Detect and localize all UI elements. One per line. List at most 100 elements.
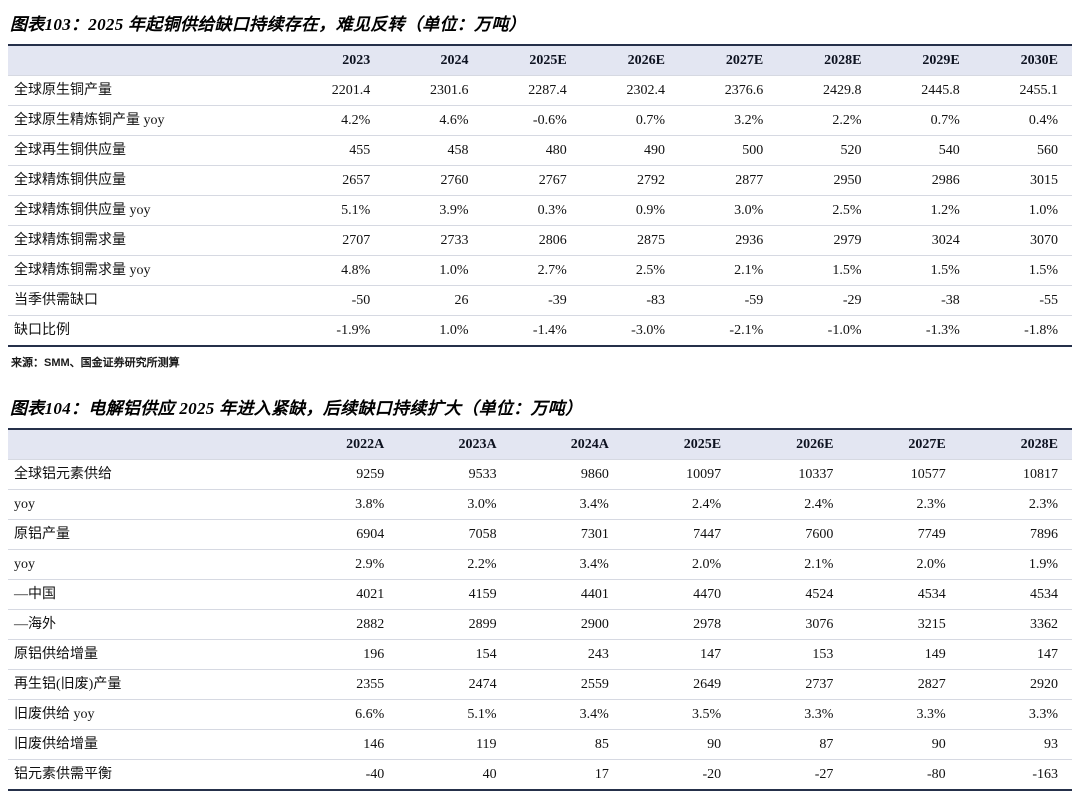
cell-value: 2.5% — [777, 195, 876, 226]
cell-value: 0.4% — [973, 105, 1072, 136]
table-row: yoy 2.9% 2.2% 3.4% 2.0% 2.1% 2.0% 1.9% — [8, 549, 1072, 580]
row-label-header — [8, 429, 286, 460]
cell-value: 3.3% — [959, 699, 1072, 730]
cell-value: 9259 — [286, 459, 399, 490]
cell-value: 5.1% — [398, 699, 511, 730]
cell-value: -59 — [679, 285, 778, 316]
cell-value: 2900 — [510, 609, 623, 640]
cell-value: 1.2% — [875, 195, 974, 226]
cell-value: 2287.4 — [482, 75, 581, 106]
cell-value: 3.0% — [679, 195, 778, 226]
cell-value: 0.3% — [482, 195, 581, 226]
cell-value: 10337 — [735, 459, 848, 490]
cell-value: 147 — [622, 639, 736, 670]
cell-value: 2792 — [580, 165, 679, 196]
cell-value: 2376.6 — [679, 75, 778, 106]
cell-value: 0.7% — [875, 105, 974, 136]
row-label: 当季供需缺口 — [8, 285, 286, 316]
cell-value: 6904 — [286, 519, 399, 550]
cell-value: -40 — [365, 767, 385, 782]
cell-value: 2657 — [286, 165, 385, 196]
cell-value: 4.8% — [286, 255, 385, 286]
cell-value: 2882 — [286, 609, 399, 640]
cell-value: 0.7% — [580, 105, 679, 136]
cell-value: 3.3% — [735, 699, 848, 730]
year-column-header: 2026E — [580, 45, 679, 76]
cell-value: 2649 — [622, 669, 736, 700]
cell-value: 2474 — [398, 669, 511, 700]
year-column-header: 2027E — [847, 429, 960, 460]
cell-value: 3.9% — [384, 195, 483, 226]
cell-value: 10097 — [622, 459, 736, 490]
table-row: 全球精炼铜需求量 yoy 4.8% 1.0% 2.7% 2.5% 2.1% 1.5% 1.5%… — [8, 255, 1072, 286]
cell-value: 90 — [847, 729, 960, 760]
table-row: 全球原生铜产量 2201.4 2301.6 2287.4 2302.4 2376.6 242… — [8, 75, 1072, 106]
row-label: yoy — [8, 549, 286, 580]
cell-value: 243 — [510, 639, 623, 670]
cell-value: 26 — [384, 285, 483, 316]
cell-value: 9860 — [510, 459, 623, 490]
cell-value: 2455.1 — [973, 75, 1072, 106]
cell-value: 7896 — [959, 519, 1072, 550]
table-row: 旧废供给 yoy 6.6% 5.1% 3.4% 3.5% 3.3% 3.3% 3.3% — [8, 699, 1072, 730]
year-column-header: 2024A — [510, 429, 623, 460]
cell-value: 3.4% — [510, 489, 623, 520]
cell-value: 10577 — [847, 459, 960, 490]
cell-value: -1.9% — [336, 323, 371, 338]
cell-value: 2978 — [622, 609, 736, 640]
cell-value: 90 — [622, 729, 736, 760]
cell-value: 7749 — [847, 519, 960, 550]
year-column-header: 2023A — [398, 429, 511, 460]
year-column-header: 2026E — [735, 429, 848, 460]
cell-value: 2737 — [735, 669, 848, 700]
table-row: 旧废供给增量 146 119 85 90 87 90 93 — [8, 729, 1072, 760]
row-label-header — [8, 45, 286, 76]
cell-value: 490 — [580, 135, 679, 166]
table-row: 原铝供给增量 196 154 243 147 153 149 147 — [8, 639, 1072, 670]
table-row: 再生铝(旧废)产量 2355 2474 2559 2649 2737 2827 2920 — [8, 669, 1072, 700]
cell-value: -83 — [580, 285, 679, 316]
cell-value: 2.0% — [847, 549, 960, 580]
cell-value: 2.0% — [622, 549, 736, 580]
cell-value: 458 — [384, 135, 483, 166]
cell-value: 1.5% — [875, 255, 974, 286]
table-row: 全球精炼铜供应量 2657 2760 2767 2792 2877 2950 2986 3015 — [8, 165, 1072, 196]
cell-value: 17 — [594, 767, 609, 782]
cell-value: 500 — [679, 135, 778, 166]
row-label: 再生铝(旧废)产量 — [8, 669, 286, 700]
cell-value: -1.4% — [532, 323, 567, 338]
cell-value: 146 — [286, 729, 399, 760]
row-label: 铝元素供需平衡 — [14, 767, 112, 782]
cell-value: 5.1% — [286, 195, 385, 226]
cell-value: -1.3% — [925, 323, 960, 338]
table-header-row: 2023 2024 2025E 2026E 2027E 2028E 2029E 2030E — [8, 45, 1072, 76]
cell-value: -29 — [777, 285, 876, 316]
table-row: 当季供需缺口 -50 26 -39 -83 -59 -29 -38 -55 — [8, 285, 1072, 316]
cell-value: 3362 — [959, 609, 1072, 640]
cell-value: 2806 — [482, 225, 581, 256]
cell-value: 6.6% — [286, 699, 399, 730]
cell-value: 1.5% — [973, 255, 1072, 286]
cell-value: 1.0% — [384, 255, 483, 286]
cell-value: 3215 — [847, 609, 960, 640]
cell-value: 196 — [286, 639, 399, 670]
cell-value: 2429.8 — [777, 75, 876, 106]
cell-value: 153 — [735, 639, 848, 670]
cell-value: -1.8% — [1024, 323, 1058, 338]
row-label: 旧废供给增量 — [8, 729, 286, 760]
cell-value: 7301 — [510, 519, 623, 550]
cell-value: 7058 — [398, 519, 511, 550]
cell-value: 7600 — [735, 519, 848, 550]
table-row: 全球原生精炼铜产量 yoy 4.2% 4.6% -0.6% 0.7% 3.2% 2.2% 0.… — [8, 105, 1072, 136]
cell-value: 154 — [398, 639, 511, 670]
cell-value: 4534 — [959, 579, 1072, 610]
cell-value: 3015 — [973, 165, 1072, 196]
cell-value: 455 — [286, 135, 385, 166]
cell-value: -50 — [286, 285, 385, 316]
row-label: 全球原生铜产量 — [8, 75, 286, 106]
cell-value: 3024 — [875, 225, 974, 256]
cell-value: 0.9% — [580, 195, 679, 226]
cell-value: 3.3% — [847, 699, 960, 730]
cell-value: 2.1% — [679, 255, 778, 286]
